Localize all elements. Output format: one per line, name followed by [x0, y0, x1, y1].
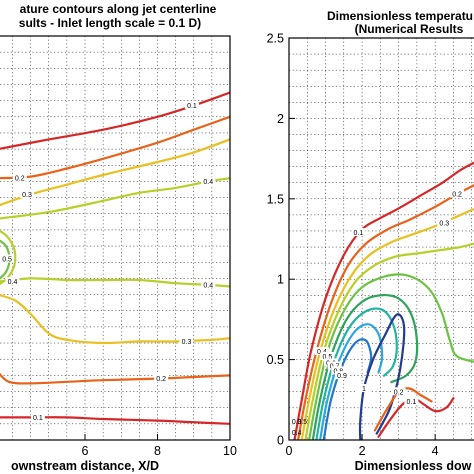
contour-label-background — [179, 336, 194, 345]
contour-label: 0.4 — [203, 179, 213, 186]
contour-label: 0.9 — [337, 373, 347, 380]
left-contours — [0, 91, 230, 425]
contour-label: 1 — [362, 386, 366, 393]
contour-label-background — [0, 254, 15, 263]
right-chart-title-line-1: Dimensionless temperatu — [327, 9, 473, 23]
contour-label: 0.5 — [2, 257, 12, 264]
contour-label-background — [12, 173, 27, 182]
y-tick-label: 0 — [277, 434, 284, 448]
right-contours — [293, 161, 474, 440]
contour-label-background — [391, 387, 406, 396]
x-tick-label: 0 — [286, 444, 293, 458]
contour-label: 0.1 — [354, 230, 364, 237]
contour-label: 0.2 — [15, 176, 25, 183]
contour-label: 0.3 — [439, 220, 449, 227]
contour-label-background — [184, 100, 199, 109]
left-contour-panel: ature contours along jet centerline sult… — [0, 2, 237, 473]
contour-label: 0.3 — [22, 192, 32, 199]
right-y-tick-labels: 0 0.5 1 1.5 2 2.5 — [267, 32, 295, 448]
contour-line-0-4 — [0, 277, 230, 288]
contour-label: 0.2 — [452, 191, 462, 198]
x-tick-label: 8 — [154, 444, 161, 458]
right-x-axis-label: Dimensionless dow — [355, 459, 472, 473]
contour-line-0-1 — [0, 416, 230, 425]
left-chart-title-line-2: sults - Inlet length scale = 0.1 D) — [19, 16, 201, 30]
contour-label-background — [20, 189, 34, 198]
right-contour-labels: 0.10.20.30.40.50.60.70.80.910.10.20.30.4… — [292, 189, 465, 437]
contour-label: 0.3 — [292, 419, 302, 426]
left-plot-frame — [0, 35, 231, 441]
contour-line-0-1 — [293, 161, 474, 440]
contour-line-0-7 — [315, 307, 398, 440]
y-tick-label: 0.5 — [267, 353, 284, 367]
contour-line-0-3 — [0, 294, 230, 345]
contour-label: 0.3 — [182, 339, 192, 346]
contour-label-background — [320, 351, 335, 360]
contour-label-background — [5, 277, 20, 286]
contour-label-background — [201, 176, 216, 185]
contour-label: 0.5 — [297, 419, 307, 426]
contour-label: 0.1 — [407, 399, 417, 406]
contour-label-background — [331, 366, 346, 375]
contour-label: 0.5 — [322, 354, 332, 361]
right-plot-frame — [288, 37, 474, 441]
contour-label-background — [334, 371, 349, 380]
y-tick-label: 2 — [277, 112, 284, 126]
contour-label-background — [327, 361, 342, 370]
left-x-tick-labels: 6 8 10 — [82, 434, 237, 458]
y-tick-label: 1.5 — [267, 192, 284, 206]
contour-label-background — [351, 228, 366, 237]
contour-label-background — [437, 218, 452, 227]
contour-label: 0.1 — [33, 415, 43, 422]
contour-line-0-1 — [377, 397, 455, 438]
contour-label: 0.2 — [394, 389, 404, 396]
left-chart-title-line-1: ature contours along jet centerline — [20, 2, 217, 16]
contour-label: 0.4 — [292, 430, 302, 437]
contour-label-background — [314, 347, 329, 356]
contour-label-background — [404, 396, 419, 405]
y-tick-label: 2.5 — [267, 32, 284, 46]
left-x-axis-label: ownstream distance, X/D — [11, 459, 159, 473]
contour-line-0-2 — [0, 372, 230, 385]
contour-label-background — [154, 374, 169, 383]
right-x-tick-labels: 0 2 4 — [286, 434, 439, 458]
left-contour-labels: 0.1 0.2 0.3 0.4 0.4 0.4 0.5 0.3 0.2 0.1 — [0, 100, 216, 422]
x-tick-label: 4 — [432, 444, 439, 458]
x-tick-label: 6 — [82, 444, 89, 458]
contour-line-0-8 — [319, 323, 384, 440]
contour-line-0-2 — [297, 183, 474, 440]
right-chart-title-line-2: (Numerical Results — [355, 22, 464, 36]
y-tick-label: 1 — [277, 273, 284, 287]
right-contour-panel: Dimensionless temperatu (Numerical Resul… — [267, 9, 474, 473]
contour-label-background — [201, 280, 216, 289]
contour-label-background — [30, 412, 45, 421]
contour-label-background — [450, 189, 465, 198]
contour-line-0-9 — [322, 338, 373, 440]
contour-label: 0.2 — [156, 376, 166, 383]
x-tick-label: 2 — [359, 444, 366, 458]
contour-line-1 — [358, 313, 406, 440]
contour-label-background — [356, 384, 371, 393]
x-tick-label: 10 — [223, 444, 237, 458]
contour-label: 0.1 — [187, 103, 197, 110]
contour-label: 0.4 — [8, 279, 18, 286]
contour-line-0-4 — [0, 177, 230, 220]
contour-line-0-4 — [304, 242, 474, 440]
contour-line-0-2 — [0, 115, 230, 180]
contour-label: 0.4 — [203, 282, 213, 289]
